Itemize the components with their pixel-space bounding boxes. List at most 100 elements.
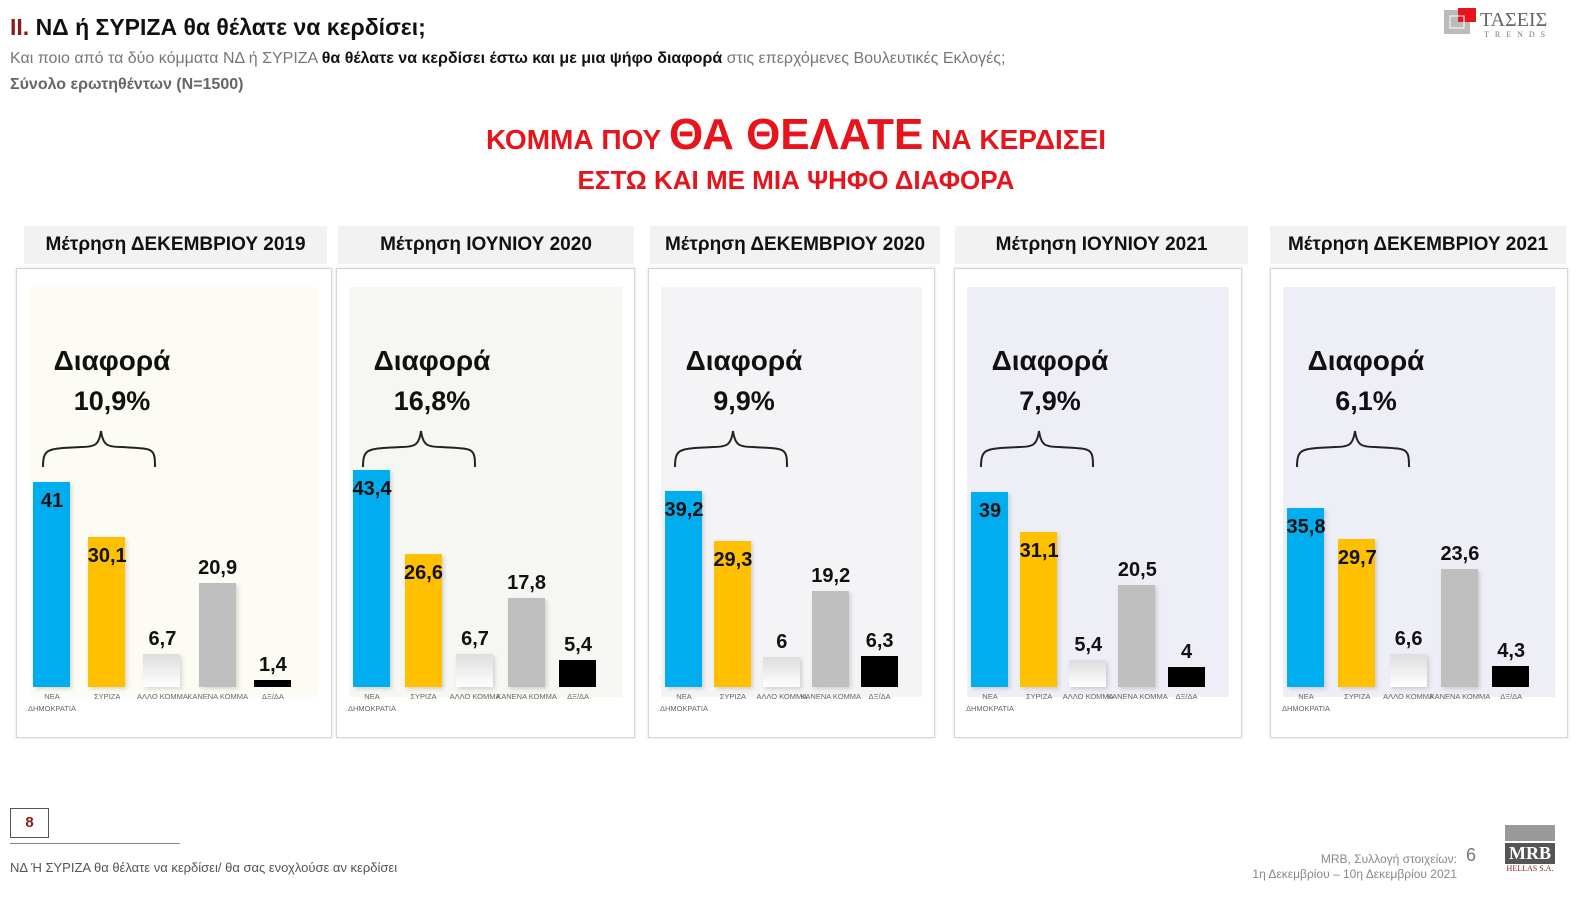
bar-4 bbox=[1440, 569, 1478, 687]
chart-panel: Διαφορά 16,8% 43,4 ΝΕΑ ΔΗΜΟΚΡΑΤΙΑ 26,6 ΣΥΡΙΖΑ… bbox=[336, 268, 635, 738]
category-label: ΝΕΑ ΔΗΜΟΚΡΑΤΙΑ bbox=[965, 692, 1015, 713]
footer-note: ΝΔ Ή ΣΥΡΙΖΑ θα θέλατε να κερδίσει/ θα σα… bbox=[10, 860, 398, 875]
panel-title: Μέτρηση ΔΕΚΕΜΒΡΙΟΥ 2020 bbox=[650, 226, 940, 264]
chart-panel: Διαφορά 9,9% 39,2 ΝΕΑ ΔΗΜΟΚΡΑΤΙΑ 29,3 ΣΥΡΙΖΑ 6… bbox=[648, 268, 935, 738]
category-label: ΚΑΝΕΝΑ ΚΟΜΜΑ bbox=[1107, 692, 1168, 701]
data-label: 35,8 bbox=[1286, 516, 1326, 538]
bar-3 bbox=[762, 657, 800, 687]
difference-value: 7,9% bbox=[1019, 386, 1081, 416]
brace-icon bbox=[674, 430, 788, 468]
chart-panel: Διαφορά 7,9% 39 ΝΕΑ ΔΗΜΟΚΡΑΤΙΑ 31,1 ΣΥΡΙΖΑ 5,4… bbox=[954, 268, 1242, 738]
data-label: 29,7 bbox=[1337, 546, 1377, 569]
bar-4 bbox=[198, 582, 236, 687]
data-label: 4 bbox=[1180, 641, 1193, 663]
category-label: ΣΥΡΙΖΑ bbox=[719, 692, 747, 701]
data-label: 20,5 bbox=[1117, 558, 1157, 581]
data-label: 29,3 bbox=[713, 548, 753, 571]
category-label: ΣΥΡΙΖΑ bbox=[1025, 692, 1053, 701]
data-label: 5,4 bbox=[564, 634, 592, 656]
data-label: 6,3 bbox=[865, 629, 894, 652]
page-box: 8 bbox=[10, 808, 49, 838]
difference-value: 6,1% bbox=[1335, 386, 1397, 416]
slide-title: II. ΝΔ ή ΣΥΡΙΖΑ θα θέλατε να κερδίσει; bbox=[10, 14, 426, 40]
difference-value: 9,9% bbox=[713, 386, 775, 416]
category-label: ΑΛΛΟ ΚΟΜΜΑ bbox=[756, 692, 808, 701]
brace-icon bbox=[1296, 430, 1410, 468]
category-label: ΚΑΝΕΝΑ ΚΟΜΜΑ bbox=[496, 692, 557, 701]
bar-4 bbox=[507, 598, 545, 687]
category-label: ΔΞ/ΔΑ bbox=[261, 692, 284, 701]
data-label: 17,8 bbox=[507, 572, 547, 594]
bar-1 bbox=[1287, 508, 1324, 687]
category-label: ΑΛΛΟ ΚΟΜΜΑ bbox=[1383, 692, 1435, 701]
category-label: ΝΕΑ ΔΗΜΟΚΡΑΤΙΑ bbox=[347, 692, 397, 713]
svg-text:ΤΑΣΕΙΣ: ΤΑΣΕΙΣ bbox=[1480, 9, 1547, 31]
category-label: ΚΑΝΕΝΑ ΚΟΜΜΑ bbox=[800, 692, 862, 701]
data-label: 31,1 bbox=[1019, 539, 1059, 562]
category-label: ΔΞ/ΔΑ bbox=[1500, 692, 1523, 701]
difference-label: Διαφορά 16,8% bbox=[347, 341, 517, 421]
category-label: ΔΞ/ΔΑ bbox=[567, 692, 590, 701]
bar-2 bbox=[88, 536, 126, 687]
bar-1 bbox=[353, 470, 390, 687]
difference-value: 10,9% bbox=[73, 386, 151, 416]
category-label: ΚΑΝΕΝΑ ΚΟΜΜΑ bbox=[1429, 692, 1491, 701]
category-label: ΣΥΡΙΖΑ bbox=[410, 692, 437, 701]
chart-panel: Διαφορά 10,9% 41 ΝΕΑ ΔΗΜΟΚΡΑΤΙΑ 30,1 ΣΥΡΙΖΑ 6,… bbox=[16, 268, 332, 738]
bar-5 bbox=[253, 680, 291, 687]
panel-background bbox=[1283, 287, 1555, 697]
data-label: 6,7 bbox=[148, 627, 177, 650]
bar-2 bbox=[404, 554, 442, 687]
category-label: ΝΕΑ ΔΗΜΟΚΡΑΤΙΑ bbox=[659, 692, 709, 713]
brace-icon bbox=[980, 430, 1094, 468]
category-label: ΔΞ/ΔΑ bbox=[1175, 692, 1198, 701]
bar-2 bbox=[713, 540, 751, 687]
bar-5 bbox=[559, 660, 597, 687]
category-label: ΣΥΡΙΖΑ bbox=[1344, 692, 1371, 701]
category-label: ΚΑΝΕΝΑ ΚΟΜΜΑ bbox=[187, 692, 248, 701]
data-label: 19,2 bbox=[811, 565, 851, 587]
category-label: ΝΕΑ ΔΗΜΟΚΡΑΤΙΑ bbox=[1281, 692, 1331, 713]
data-label: 1,4 bbox=[258, 654, 287, 676]
bar-5 bbox=[1167, 667, 1205, 687]
bar-4 bbox=[1118, 584, 1156, 687]
category-label: ΝΕΑ ΔΗΜΟΚΡΑΤΙΑ bbox=[27, 692, 77, 713]
brace-icon bbox=[42, 430, 156, 468]
panel-title: Μέτρηση ΙΟΥΝΙΟΥ 2021 bbox=[955, 226, 1248, 264]
data-label: 39,2 bbox=[664, 499, 704, 521]
data-label: 26,6 bbox=[404, 562, 443, 584]
bar-5 bbox=[1492, 665, 1530, 687]
bar-3 bbox=[1389, 654, 1427, 687]
headline-line2: ΕΣΤΩ ΚΑΙ ΜΕ ΜΙΑ ΨΗΦΟ ΔΙΑΦΟΡΑ bbox=[577, 165, 1015, 195]
data-label: 6,6 bbox=[1394, 628, 1423, 650]
data-label: 23,6 bbox=[1440, 543, 1480, 565]
data-label: 39 bbox=[978, 500, 1002, 522]
panel-background bbox=[349, 287, 622, 697]
panel-title: Μέτρηση ΙΟΥΝΙΟΥ 2020 bbox=[338, 226, 634, 264]
data-label: 4,3 bbox=[1497, 639, 1526, 662]
bar-1 bbox=[971, 492, 1008, 687]
mrb-logo: MRB HELLAS S.A. bbox=[1505, 825, 1555, 873]
bar-4 bbox=[811, 591, 849, 687]
data-label: 43,4 bbox=[352, 478, 392, 500]
bar-3 bbox=[456, 653, 494, 687]
category-label: ΣΥΡΙΖΑ bbox=[94, 692, 121, 701]
headline: ΚΟΜΜΑ ΠΟΥ ΘΑ ΘΕΛΑΤΕ ΝΑ ΚΕΡΔΙΣΕΙ bbox=[485, 110, 1106, 159]
difference-label: Διαφορά 7,9% bbox=[965, 341, 1135, 421]
bar-1 bbox=[665, 491, 702, 687]
bar-2 bbox=[1020, 531, 1058, 687]
data-label: 6,7 bbox=[461, 627, 489, 650]
sample-base: Σύνολο ερωτηθέντων (N=1500) bbox=[10, 76, 244, 93]
svg-text:TRENDS: TRENDS bbox=[1484, 30, 1551, 38]
category-label: ΑΛΛΟ ΚΟΜΜΑ bbox=[449, 692, 501, 701]
category-label: ΑΛΛΟ ΚΟΜΜΑ bbox=[1062, 692, 1114, 701]
difference-value: 16,8% bbox=[393, 386, 471, 416]
panel-title: Μέτρηση ΔΕΚΕΜΒΡΙΟΥ 2021 bbox=[1270, 226, 1566, 264]
divider bbox=[10, 843, 180, 844]
difference-label: Διαφορά 9,9% bbox=[659, 341, 829, 421]
data-label: 30,1 bbox=[87, 544, 127, 567]
panel-title: Μέτρηση ΔΕΚΕΜΒΡΙΟΥ 2019 bbox=[24, 226, 327, 264]
chart-panel: Διαφορά 6,1% 35,8 ΝΕΑ ΔΗΜΟΚΡΑΤΙΑ 29,7 ΣΥΡΙΖΑ 6… bbox=[1270, 268, 1568, 738]
category-label: ΑΛΛΟ ΚΟΜΜΑ bbox=[136, 692, 188, 701]
panel-background bbox=[967, 287, 1229, 697]
